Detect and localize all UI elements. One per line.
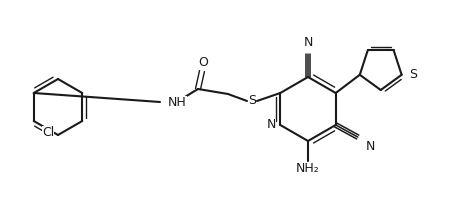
Text: N: N xyxy=(267,118,276,131)
Text: O: O xyxy=(198,57,208,69)
Text: NH: NH xyxy=(168,95,187,108)
Text: S: S xyxy=(248,95,256,108)
Text: S: S xyxy=(409,68,417,81)
Text: Cl: Cl xyxy=(42,126,54,139)
Text: N: N xyxy=(303,37,313,49)
Text: N: N xyxy=(366,140,375,152)
Text: NH₂: NH₂ xyxy=(296,161,320,175)
